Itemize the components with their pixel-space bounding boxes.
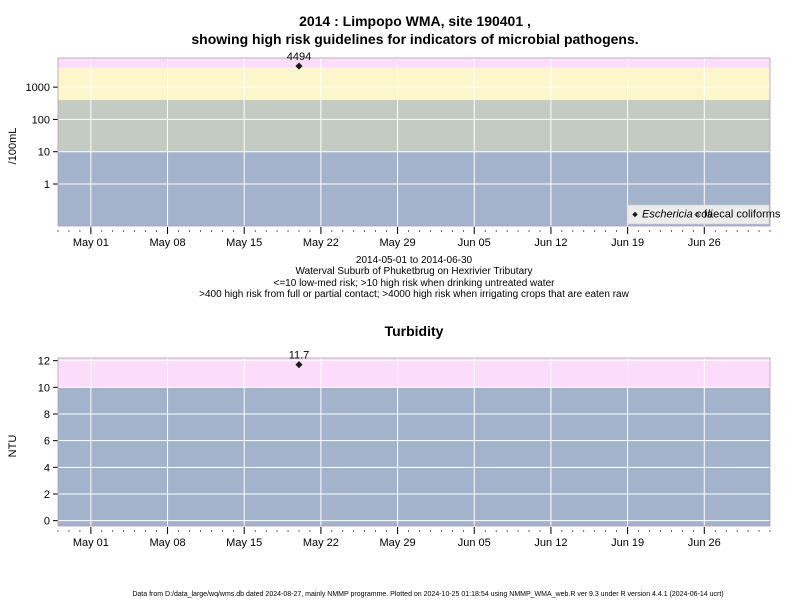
turbidity-chart: 0 2 4 6 8 10 12 May 01 May 08 May 15 May 22 May 29 J… <box>7 350 771 549</box>
x-tick-label: May 08 <box>149 237 185 249</box>
risk-band-1 <box>58 358 770 388</box>
y-tick-label: 6 <box>44 436 50 448</box>
risk-band-3 <box>58 58 770 68</box>
risk-band-2 <box>58 67 770 100</box>
site-name: Waterval Suburb of Phuketbrug on Hexrivi… <box>296 266 533 277</box>
y-tick-label: 2 <box>44 489 50 501</box>
legend-marker <box>694 211 700 218</box>
x-tick-label: Jun 12 <box>534 237 567 249</box>
x-tick-label: May 22 <box>303 237 339 249</box>
legend-label: Eschericia coli <box>642 209 713 221</box>
x-tick-label: May 15 <box>226 237 262 249</box>
y-tick-label: 1000 <box>26 82 50 94</box>
legend-box <box>626 204 770 225</box>
turbidity-title: Turbidity <box>385 323 444 339</box>
x-tick-label: May 01 <box>73 537 109 549</box>
data-label: 11.7 <box>289 350 310 362</box>
x-tick-label: May 29 <box>380 237 416 249</box>
x-tick-label: Jun 26 <box>688 537 721 549</box>
y-axis-label: NTU <box>7 435 19 458</box>
y-tick-label: 12 <box>38 356 50 368</box>
x-tick-label: Jun 26 <box>688 237 721 249</box>
legend-marker <box>632 211 638 218</box>
y-tick-label: 0 <box>44 516 50 528</box>
y-tick-label: 10 <box>38 147 50 159</box>
x-tick-label: Jun 05 <box>458 237 491 249</box>
main-title-line2: showing high risk guidelines for indicat… <box>191 31 638 47</box>
x-tick-label: May 08 <box>149 537 185 549</box>
x-tick-label: May 01 <box>73 237 109 249</box>
data-point <box>295 62 303 70</box>
x-tick-label: Jun 19 <box>611 537 644 549</box>
x-tick-label: Jun 19 <box>611 237 644 249</box>
date-range: 2014-05-01 to 2014-06-30 <box>356 255 473 266</box>
y-axis-label: /100mL <box>7 128 19 165</box>
risk-band-0 <box>58 387 770 526</box>
x-tick-label: Jun 05 <box>458 537 491 549</box>
guideline-note-1: <=10 low-med risk; >10 high risk when dr… <box>274 278 556 289</box>
x-tick-label: May 22 <box>303 537 339 549</box>
x-tick-label: May 29 <box>380 537 416 549</box>
main-title-line1: 2014 : Limpopo WMA, site 190401 , <box>299 13 531 29</box>
x-tick-label: Jun 12 <box>534 537 567 549</box>
data-label: 4494 <box>287 51 311 63</box>
risk-band-1 <box>58 100 770 152</box>
plot-frame <box>57 57 771 227</box>
plot-frame <box>57 357 771 527</box>
y-tick-label: 4 <box>44 462 50 474</box>
legend-label: faecal coliforms <box>704 209 781 221</box>
y-tick-label: 10 <box>38 382 50 394</box>
y-tick-label: 8 <box>44 409 50 421</box>
pathogen-chart: 1 10 100 1000 May 01 May 08 May 15 May 22 May 29… <box>7 51 781 249</box>
y-tick-label: 1 <box>44 179 50 191</box>
x-tick-label: May 15 <box>226 537 262 549</box>
data-point <box>295 361 303 369</box>
guideline-note-2: >400 high risk from full or partial cont… <box>199 289 629 300</box>
y-tick-label: 100 <box>32 114 50 126</box>
footer-note: Data from D:/data_large/wq/wms.db dated … <box>132 591 723 598</box>
